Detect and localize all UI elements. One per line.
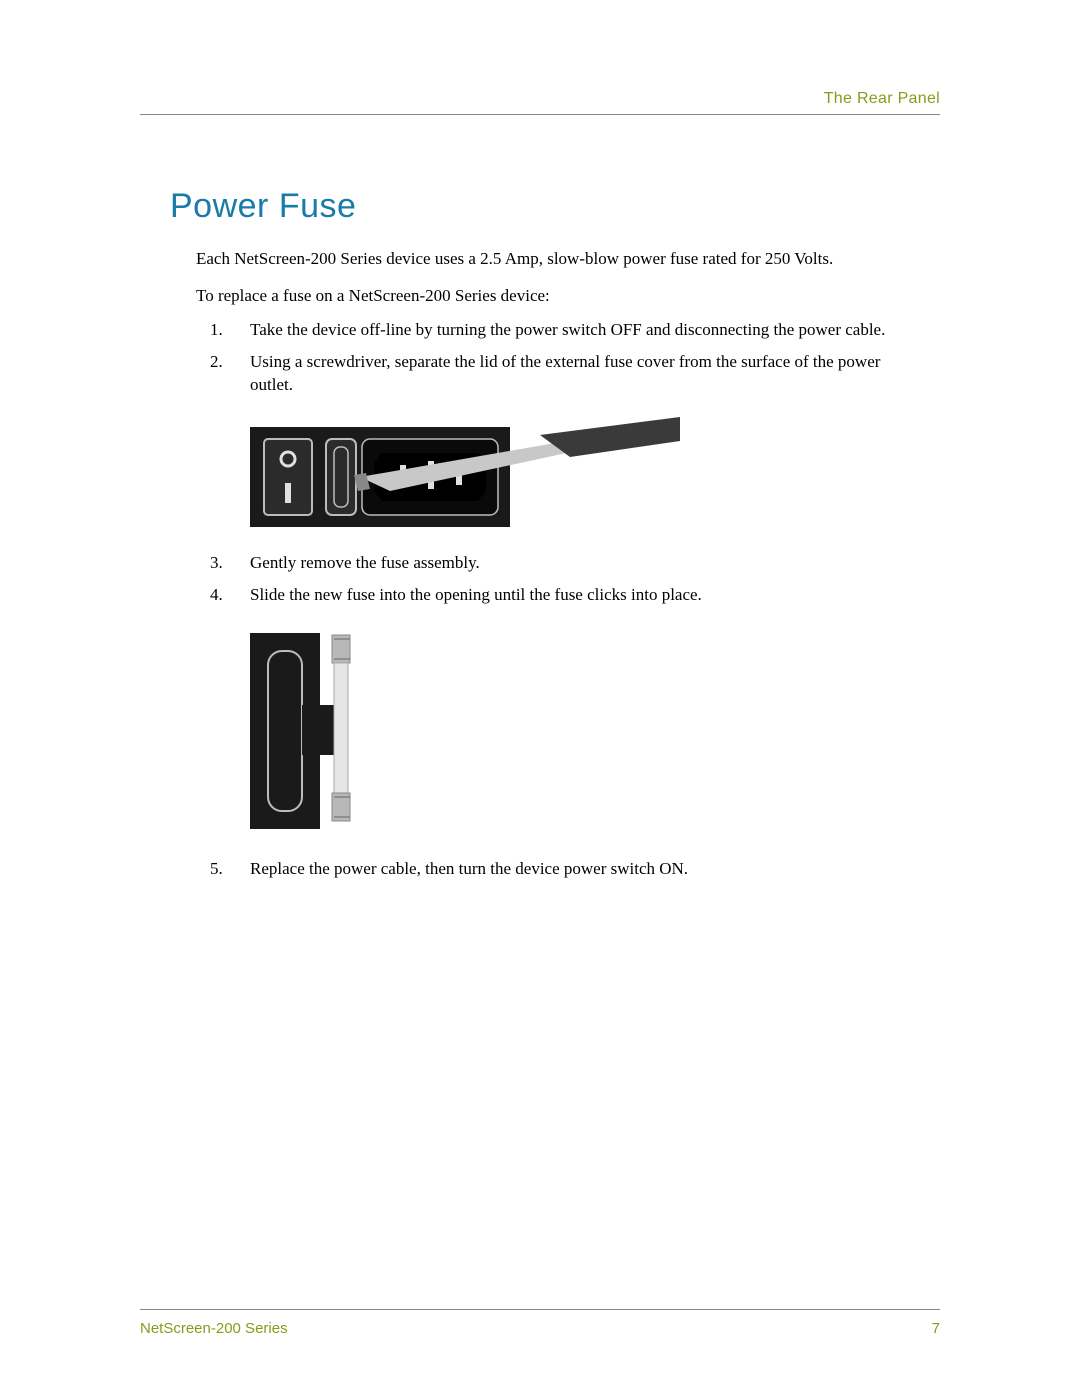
intro-paragraph: Each NetScreen-200 Series device uses a …	[196, 248, 836, 271]
steps-list: Take the device off-line by turning the …	[196, 318, 940, 397]
fuse-insert-icon	[250, 625, 380, 835]
step-item: Replace the power cable, then turn the d…	[196, 857, 896, 881]
step-item: Gently remove the fuse assembly.	[196, 551, 896, 575]
figure-power-inlet	[250, 417, 680, 529]
steps-list-final: Replace the power cable, then turn the d…	[196, 857, 940, 881]
page-footer: NetScreen-200 Series 7	[140, 1309, 940, 1337]
footer-left: NetScreen-200 Series	[140, 1320, 288, 1337]
lead-sentence: To replace a fuse on a NetScreen-200 Ser…	[196, 285, 940, 308]
footer-page-number: 7	[932, 1320, 940, 1337]
step-item: Slide the new fuse into the opening unti…	[196, 583, 896, 607]
power-inlet-icon	[250, 417, 680, 529]
page-header: The Rear Panel	[140, 90, 940, 115]
step-item: Using a screwdriver, separate the lid of…	[196, 350, 896, 398]
section-label: The Rear Panel	[824, 90, 940, 107]
step-item: Take the device off-line by turning the …	[196, 318, 896, 342]
figure-fuse-insert	[250, 625, 380, 835]
steps-list-continued: Gently remove the fuse assembly. Slide t…	[196, 551, 940, 607]
page-title: Power Fuse	[170, 187, 940, 226]
